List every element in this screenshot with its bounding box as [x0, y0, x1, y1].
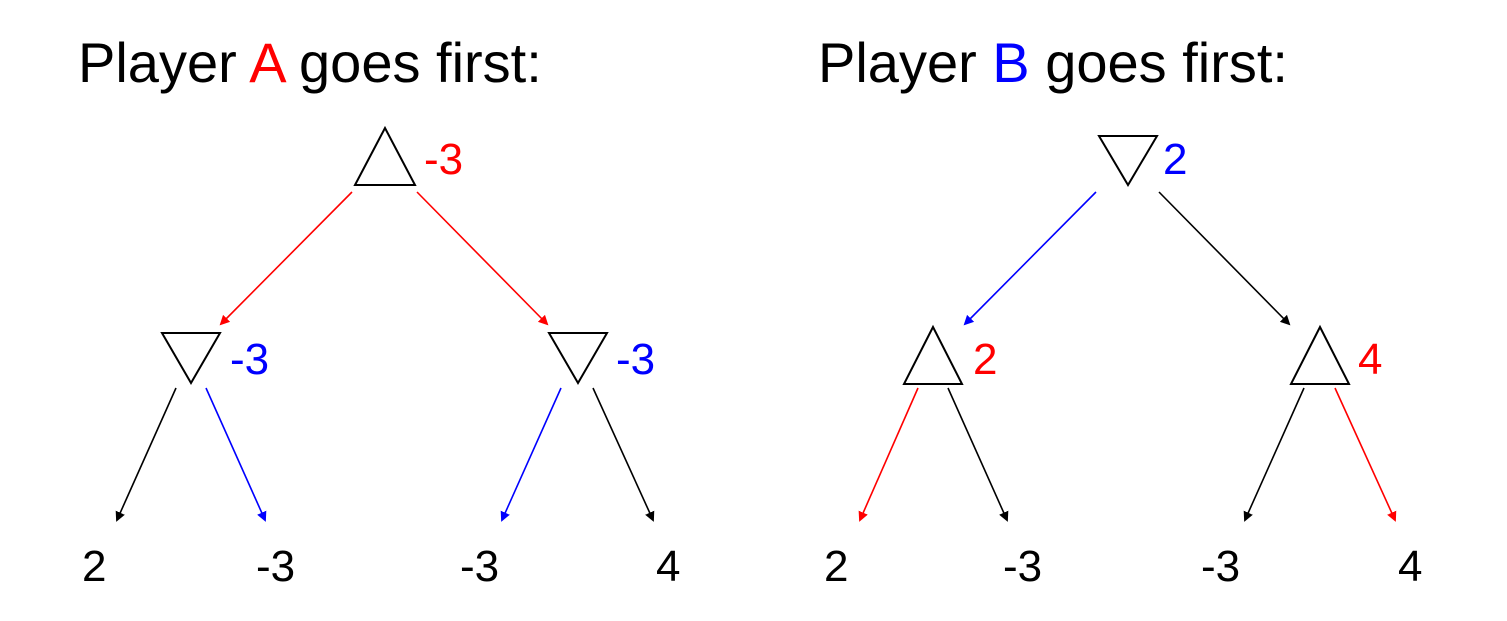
tree-b-left-max-node	[904, 327, 962, 384]
tree-a-title-prefix: Player	[78, 31, 249, 94]
tree-a-root-left-edge	[221, 192, 352, 324]
tree-b-leaf-4: 4	[1398, 542, 1422, 592]
tree-a-leaf-1: 2	[82, 542, 106, 592]
tree-b-left-leaf1-edge	[860, 388, 918, 520]
tree-a-left-min-node	[162, 333, 220, 383]
tree-b-title-player: B	[992, 31, 1029, 94]
tree-a-title: Player A goes first:	[78, 28, 542, 98]
tree-b-leaf-2: -3	[1003, 542, 1042, 592]
tree-b-title: Player B goes first:	[818, 28, 1288, 98]
tree-b-right-leaf1-edge	[1245, 388, 1304, 520]
tree-b-leaf-1: 2	[824, 542, 848, 592]
tree-b-leaf-3: -3	[1201, 542, 1240, 592]
tree-a-leaf-4: 4	[656, 542, 680, 592]
tree-a-left-leaf1-edge	[117, 388, 176, 520]
tree-a-root-value: -3	[424, 135, 463, 185]
tree-b-title-prefix: Player	[818, 31, 992, 94]
tree-b-root-right-edge	[1159, 192, 1289, 324]
tree-b-title-suffix: goes first:	[1030, 31, 1288, 94]
tree-b-left-leaf2-edge	[948, 388, 1007, 520]
tree-b-right-leaf2-edge	[1335, 388, 1395, 520]
tree-b-left-node-value: 2	[973, 335, 997, 385]
tree-a-right-min-node	[549, 333, 607, 383]
tree-a-right-node-value: -3	[616, 335, 655, 385]
tree-a-right-leaf2-edge	[593, 388, 653, 520]
tree-a-left-node-value: -3	[230, 335, 269, 385]
tree-a-title-suffix: goes first:	[283, 31, 541, 94]
tree-b-right-max-node	[1291, 327, 1349, 384]
tree-a-root-max-node	[355, 128, 415, 185]
tree-b-root-min-node	[1099, 136, 1157, 185]
tree-a-root-right-edge	[417, 192, 547, 324]
tree-a-leaf-3: -3	[460, 542, 499, 592]
tree-a-left-leaf2-edge	[206, 388, 265, 520]
tree-a-leaf-2: -3	[256, 542, 295, 592]
tree-a-title-player: A	[249, 31, 283, 94]
tree-b-root-left-edge	[965, 192, 1096, 324]
tree-b-right-node-value: 4	[1358, 335, 1382, 385]
tree-b-root-value: 2	[1163, 135, 1187, 185]
tree-a-right-leaf1-edge	[502, 388, 561, 520]
